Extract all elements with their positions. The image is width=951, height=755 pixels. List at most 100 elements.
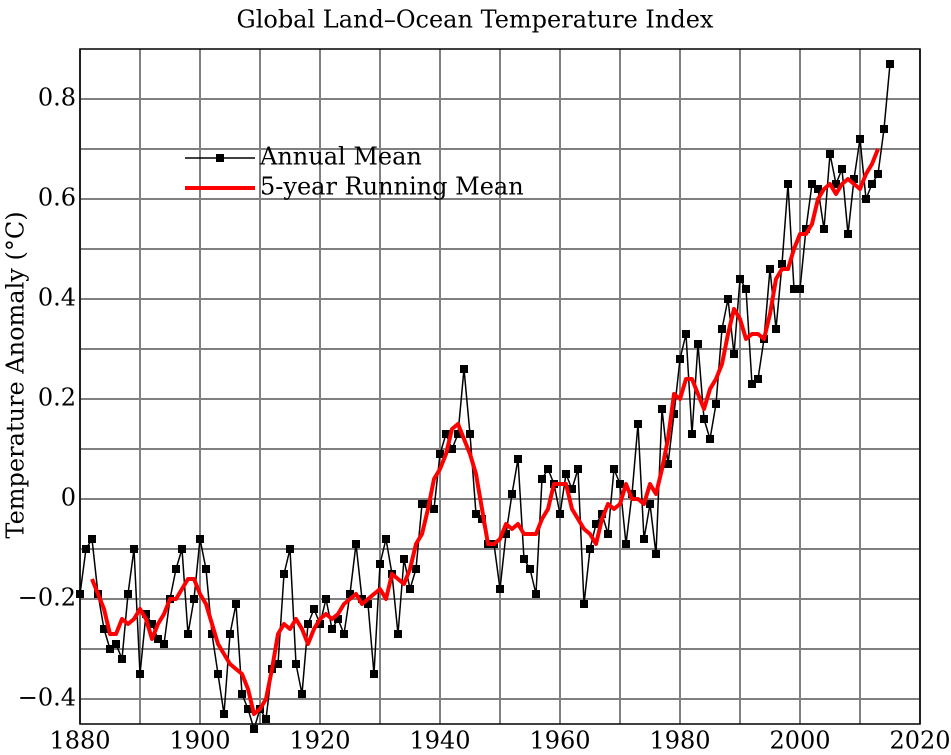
data-point xyxy=(790,285,798,293)
data-point xyxy=(196,535,204,543)
series-line xyxy=(90,148,880,716)
data-point xyxy=(394,630,402,638)
data-point xyxy=(544,465,552,473)
data-point xyxy=(682,330,690,338)
x-tick-label: 1920 xyxy=(289,727,350,755)
legend-marker xyxy=(216,154,224,162)
data-point xyxy=(370,670,378,678)
data-point xyxy=(148,620,156,628)
data-point xyxy=(292,660,300,668)
data-point xyxy=(646,500,654,508)
data-point xyxy=(808,180,816,188)
data-point xyxy=(244,705,252,713)
data-point xyxy=(676,355,684,363)
data-point xyxy=(448,445,456,453)
data-point xyxy=(532,590,540,598)
data-point xyxy=(832,180,840,188)
data-point xyxy=(364,600,372,608)
data-point xyxy=(664,460,672,468)
data-point xyxy=(142,610,150,618)
data-point xyxy=(874,170,882,178)
data-point xyxy=(466,430,474,438)
data-point xyxy=(136,670,144,678)
data-point xyxy=(592,520,600,528)
data-point xyxy=(706,435,714,443)
data-point xyxy=(436,450,444,458)
data-point xyxy=(772,325,780,333)
data-point xyxy=(376,560,384,568)
data-point xyxy=(460,365,468,373)
data-point xyxy=(538,475,546,483)
y-tick-label: 0.8 xyxy=(38,84,76,112)
y-tick-label: −0.2 xyxy=(18,584,76,612)
data-point xyxy=(106,645,114,653)
data-point xyxy=(298,690,306,698)
data-point xyxy=(820,225,828,233)
data-point xyxy=(130,545,138,553)
data-point xyxy=(796,285,804,293)
data-point xyxy=(358,595,366,603)
data-point xyxy=(886,60,894,68)
x-tick-label: 2000 xyxy=(769,727,830,755)
data-point xyxy=(568,485,576,493)
y-tick-label: 0.2 xyxy=(38,384,76,412)
data-point xyxy=(454,430,462,438)
data-point xyxy=(328,625,336,633)
data-point xyxy=(208,630,216,638)
data-point xyxy=(862,195,870,203)
data-point xyxy=(286,545,294,553)
data-point xyxy=(202,565,210,573)
chart-title: Global Land–Ocean Temperature Index xyxy=(237,6,714,34)
data-point xyxy=(112,640,120,648)
data-point xyxy=(520,555,528,563)
data-point xyxy=(850,175,858,183)
data-point xyxy=(154,635,162,643)
data-point xyxy=(868,180,876,188)
data-point xyxy=(280,570,288,578)
y-tick-label: 0.6 xyxy=(38,184,76,212)
data-point xyxy=(88,535,96,543)
data-point xyxy=(472,510,480,518)
data-point xyxy=(82,545,90,553)
y-axis-label: Temperature Anomaly (°C) xyxy=(2,211,30,538)
data-point xyxy=(562,470,570,478)
data-point xyxy=(184,630,192,638)
data-point xyxy=(844,230,852,238)
data-point xyxy=(730,350,738,358)
data-point xyxy=(226,630,234,638)
data-point xyxy=(220,710,228,718)
data-point xyxy=(262,715,270,723)
data-point xyxy=(418,500,426,508)
data-point xyxy=(778,260,786,268)
data-point xyxy=(748,380,756,388)
data-point xyxy=(574,465,582,473)
data-point xyxy=(802,225,810,233)
data-point xyxy=(754,375,762,383)
data-point xyxy=(310,605,318,613)
data-point xyxy=(688,430,696,438)
data-point xyxy=(700,415,708,423)
data-point xyxy=(616,480,624,488)
data-point xyxy=(826,150,834,158)
data-point xyxy=(250,725,258,733)
data-point xyxy=(334,615,342,623)
data-point xyxy=(880,125,888,133)
data-point xyxy=(742,285,750,293)
data-point xyxy=(172,565,180,573)
data-point xyxy=(736,275,744,283)
data-point xyxy=(316,620,324,628)
data-point xyxy=(526,565,534,573)
data-point xyxy=(160,640,168,648)
x-tick-label: 1940 xyxy=(409,727,470,755)
plot-frame xyxy=(79,48,921,725)
data-point xyxy=(658,405,666,413)
data-point xyxy=(382,535,390,543)
data-point xyxy=(322,595,330,603)
data-point xyxy=(178,545,186,553)
data-point xyxy=(556,510,564,518)
data-point xyxy=(100,625,108,633)
data-point xyxy=(580,600,588,608)
x-tick-label: 1960 xyxy=(529,727,590,755)
